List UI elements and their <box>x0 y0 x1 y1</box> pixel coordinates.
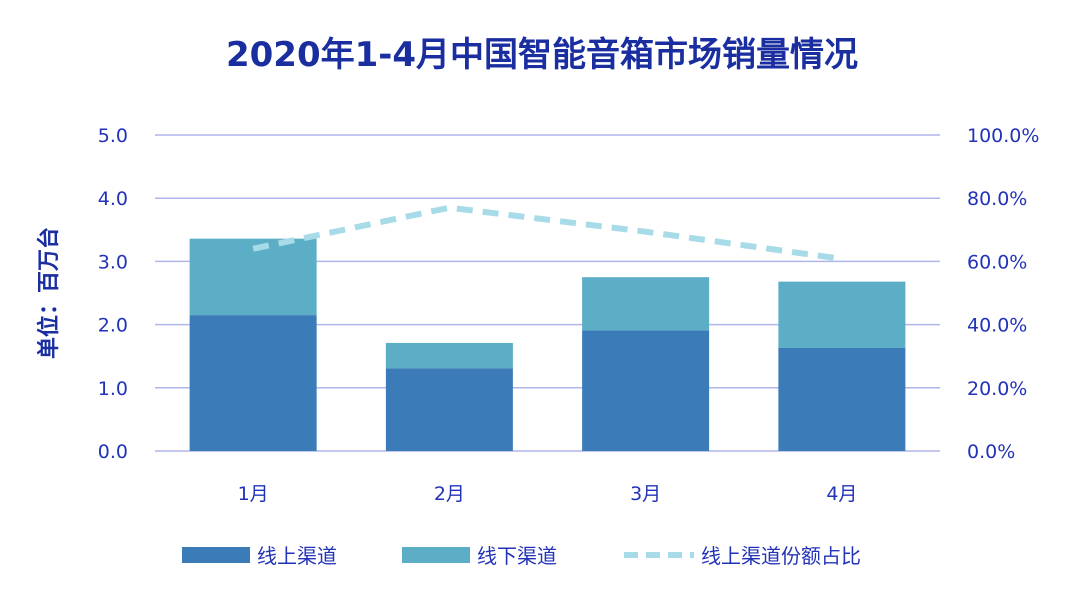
bar-offline <box>778 281 906 348</box>
bar-online <box>189 315 317 451</box>
bar-offline <box>189 238 317 316</box>
y2-tick-label: 80.0% <box>967 188 1027 210</box>
y2-tick-label: 40.0% <box>967 315 1027 337</box>
y2-tick-label: 60.0% <box>967 251 1027 273</box>
y-tick-label: 4.0 <box>98 188 128 210</box>
y-tick-label: 1.0 <box>98 378 128 400</box>
x-tick-label: 4月 <box>826 483 857 505</box>
y-tick-label: 2.0 <box>98 315 128 337</box>
legend-swatch-online <box>182 547 250 563</box>
x-tick-label: 1月 <box>238 483 269 505</box>
bar-online <box>778 347 906 451</box>
x-tick-label: 3月 <box>630 483 661 505</box>
bar-offline <box>582 277 710 331</box>
legend-label: 线下渠道 <box>477 544 557 568</box>
bar-offline <box>385 342 513 369</box>
y2-tick-label: 20.0% <box>967 378 1027 400</box>
legend-swatch-offline <box>402 547 470 563</box>
share-line <box>252 204 843 262</box>
bar-online <box>385 368 513 451</box>
y-tick-label: 3.0 <box>98 251 128 273</box>
x-tick-label: 2月 <box>434 483 465 505</box>
chart-title: 2020年1-4月中国智能音箱市场销量情况 <box>226 35 858 75</box>
y-axis-label: 单位：百万台 <box>36 227 62 359</box>
y-tick-label: 5.0 <box>98 125 128 147</box>
bar-online <box>582 330 710 451</box>
y-tick-label: 0.0 <box>98 441 128 463</box>
legend-label: 线上渠道 <box>257 544 337 568</box>
legend-label: 线上渠道份额占比 <box>701 544 861 568</box>
y2-tick-label: 0.0% <box>967 441 1015 463</box>
y2-tick-label: 100.0% <box>967 125 1039 147</box>
